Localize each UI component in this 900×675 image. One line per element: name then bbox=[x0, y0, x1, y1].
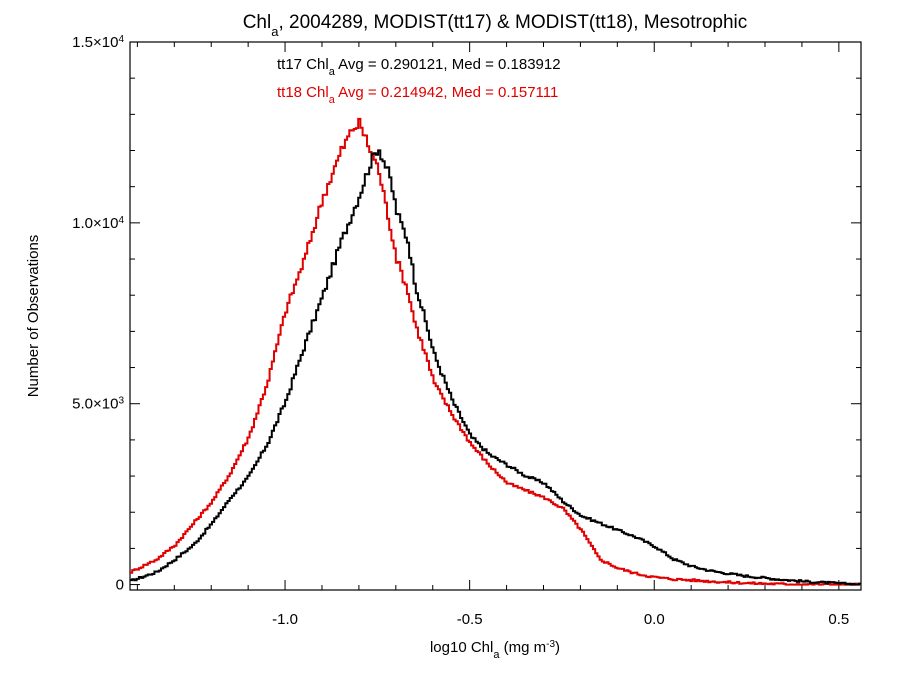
x-tick-label: -1.0 bbox=[272, 611, 298, 628]
y-tick-label: 5.0×103 bbox=[72, 395, 124, 413]
y-axis-ticks: 0 5.0×103 1.0×104 1.5×104 bbox=[72, 34, 861, 594]
y-tick-label: 1.5×104 bbox=[72, 34, 124, 52]
y-axis-label: Number of Observations bbox=[25, 235, 42, 398]
legend-tt18: tt18 Chla Avg = 0.214942, Med = 0.157111 bbox=[277, 84, 558, 106]
x-tick-label: -0.5 bbox=[457, 611, 483, 628]
x-tick-label: 0.5 bbox=[828, 611, 849, 628]
x-axis-label: log10 Chla (mg m-3) bbox=[430, 639, 560, 662]
series-line-tt18 bbox=[130, 117, 861, 586]
legend-tt17: tt17 Chla Avg = 0.290121, Med = 0.183912 bbox=[277, 56, 561, 78]
series-line-tt17 bbox=[130, 149, 861, 586]
plot-frame bbox=[129, 41, 862, 591]
chart-title: Chla, 2004289, MODIST(tt17) & MODIST(tt1… bbox=[243, 12, 748, 39]
x-tick-label: 0.0 bbox=[644, 611, 665, 628]
y-tick-label: 0 bbox=[116, 577, 124, 594]
x-axis-ticks: -1.0 -0.5 0.0 0.5 bbox=[136, 42, 849, 628]
y-tick-label: 1.0×104 bbox=[72, 214, 124, 232]
